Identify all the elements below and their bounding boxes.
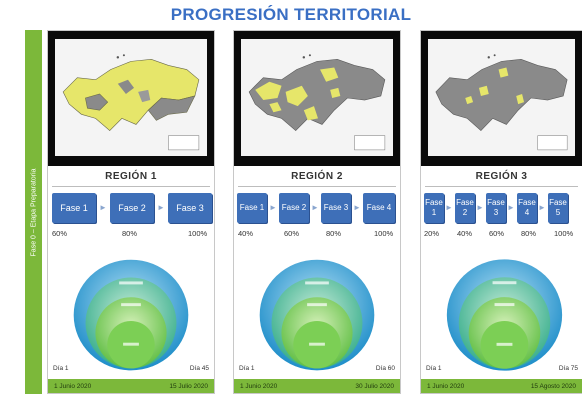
phase-box-2: Fase 2 [279,193,309,223]
phase-box-3: Fase 3 [321,193,351,223]
arrow-icon: ► [269,203,277,212]
percentage-label: 80% [326,229,342,238]
map-frame [48,31,214,166]
region-title: REGIÓN 2 [291,171,343,182]
arrow-icon: ► [311,203,319,212]
arrow-icon: ► [476,203,484,212]
date-range-bar: 1 Junio 2020 15 Julio 2020 [48,379,214,393]
sidebar-label-text: Fase 0 – Etapa Preparatoria [30,168,38,256]
phase-box-2: Fase 2 [455,193,475,223]
region-panel-1: REGIÓN 1 Fase 1 ► Fase 2 ► Fase 3 60% 80… [47,30,215,394]
map-frame [234,31,400,166]
sidebar-phase-label: Fase 0 – Etapa Preparatoria [25,30,42,394]
day-start-label: Día 1 [426,365,442,372]
phase-box-1: Fase 1 [424,193,444,223]
percentage-label: 80% [521,229,537,238]
region-title: REGIÓN 1 [105,171,157,182]
day-end-label: Día 75 [558,365,578,372]
page-title: PROGRESIÓN TERRITORIAL [170,5,412,24]
percentage-label: 20% [424,229,440,238]
divider [238,186,396,187]
day-start-label: Día 1 [239,365,255,372]
percentage-label: 100% [188,229,208,238]
arrow-icon: ► [445,203,453,212]
phase-row: Fase 1 ► Fase 2 ► Fase 3 ► Fase 4 ► Fase… [421,193,582,223]
day-start-label: Día 1 [53,365,69,372]
percentage-label: 60% [284,229,300,238]
region-title: REGIÓN 3 [475,171,528,182]
region-panel-2: REGIÓN 2 Fase 1 ► Fase 2 ► Fase 3 ► Fase… [233,30,401,394]
percentage-label: 40% [457,229,473,238]
nested-circles-diagram [421,243,582,393]
map-image-region-1 [55,39,207,156]
date-end: 15 Julio 2020 [169,382,208,390]
day-end-label: Día 45 [189,365,209,372]
nested-circles-diagram [234,243,400,393]
date-start: 1 Junio 2020 [427,382,465,390]
date-end: 30 Julio 2020 [355,382,394,390]
arrow-icon: ► [538,203,546,212]
phase-row: Fase 1 ► Fase 2 ► Fase 3 [48,193,214,223]
map-image-region-3 [428,39,575,156]
phase-box-1: Fase 1 [237,193,267,223]
percentage-label: 60% [52,229,68,238]
arrow-icon: ► [157,203,165,212]
phase-box-3: Fase 3 [168,193,212,223]
phase-box-1: Fase 1 [52,193,96,223]
percentage-label: 60% [489,229,505,238]
date-start: 1 Junio 2020 [240,382,278,390]
date-range-bar: 1 Junio 2020 30 Julio 2020 [234,379,400,393]
arrow-icon: ► [99,203,107,212]
arrow-icon: ► [353,203,361,212]
nested-circles-diagram [48,243,214,393]
phase-box-3: Fase 3 [486,193,506,223]
divider [425,186,578,187]
region-panel-3: REGIÓN 3 Fase 1 ► Fase 2 ► Fase 3 ► Fase… [420,30,582,394]
phase-box-4: Fase 4 [517,193,537,223]
date-start: 1 Junio 2020 [54,382,92,390]
percentage-label: 100% [554,229,574,238]
percentage-label: 80% [122,229,138,238]
phase-box-2: Fase 2 [110,193,154,223]
map-image-region-2 [241,39,393,156]
day-end-label: Día 60 [375,365,395,372]
phase-box-5: Fase 5 [548,193,568,223]
arrow-icon: ► [507,203,515,212]
percentage-label: 100% [374,229,394,238]
date-range-bar: 1 Junio 2020 15 Agosto 2020 [421,379,582,393]
percentage-label: 40% [238,229,254,238]
map-frame [421,31,582,166]
phase-row: Fase 1 ► Fase 2 ► Fase 3 ► Fase 4 [234,193,400,223]
divider [52,186,210,187]
date-end: 15 Agosto 2020 [530,382,576,390]
phase-box-4: Fase 4 [363,193,395,223]
